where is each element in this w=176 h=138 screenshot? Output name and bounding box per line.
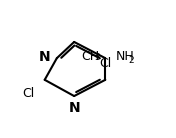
Text: Cl: Cl: [99, 57, 111, 70]
Text: 3: 3: [94, 53, 100, 63]
Text: CH: CH: [81, 50, 99, 63]
Text: N: N: [68, 101, 80, 116]
Text: Cl: Cl: [22, 87, 34, 100]
Text: 2: 2: [129, 56, 134, 65]
Text: N: N: [38, 50, 50, 64]
Text: NH: NH: [116, 50, 134, 63]
